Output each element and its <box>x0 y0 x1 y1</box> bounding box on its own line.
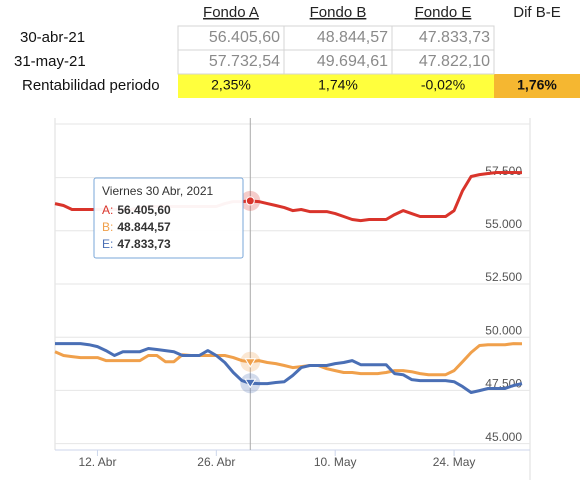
tooltip-item: B: 48.844,57 <box>102 220 171 234</box>
cell-value: 2,35% <box>211 77 251 93</box>
tooltip-label: A: <box>102 203 113 217</box>
x-tick-label: 10. May <box>314 455 357 469</box>
cell-value: 1,76% <box>517 77 557 93</box>
tooltip-item: E: 47.833,73 <box>102 237 171 251</box>
tooltip-box <box>93 177 244 259</box>
row-label: Rentabilidad periodo <box>22 77 160 94</box>
cell-value: 49.694,61 <box>317 53 388 70</box>
hover-marker <box>245 196 255 206</box>
row-label: 31-may-21 <box>14 53 86 70</box>
tooltip-value: 56.405,60 <box>117 203 171 217</box>
x-tick-label: 24. May <box>433 455 476 469</box>
y-tick-label: 52.500 <box>485 270 522 284</box>
tooltip-value: 47.833,73 <box>117 237 171 251</box>
tooltip-value: 48.844,57 <box>117 220 171 234</box>
x-tick-label: 12. Abr <box>78 455 116 469</box>
y-tick-label: 45.000 <box>485 430 522 444</box>
y-tick-label: 50.000 <box>485 323 522 337</box>
x-tick-label: 26. Abr <box>197 455 235 469</box>
series-line <box>55 342 523 394</box>
tooltip-item: A: 56.405,60 <box>102 203 171 217</box>
tooltip-label: B: <box>102 220 113 234</box>
highlight-row <box>178 74 494 98</box>
y-tick-label: 57.500 <box>485 164 522 178</box>
cell-value: 57.732,54 <box>209 53 280 70</box>
cell-border <box>391 49 495 75</box>
cell-value: 48.844,57 <box>317 29 388 46</box>
row-label: 30-abr-21 <box>20 29 85 46</box>
column-header: Fondo E <box>415 4 472 21</box>
series-line <box>54 342 523 377</box>
tooltip-title: Viernes 30 Abr, 2021 <box>102 184 214 198</box>
y-tick-label: 55.000 <box>485 217 522 231</box>
cell-value: 47.822,10 <box>419 53 490 70</box>
cell-value: 47.833,73 <box>419 29 490 46</box>
highlight-cell <box>494 74 580 98</box>
tooltip-label: E: <box>102 237 113 251</box>
hover-marker <box>244 358 257 368</box>
cell-value: 1,74% <box>318 77 358 93</box>
column-header: Dif B-E <box>513 4 561 21</box>
hover-marker <box>244 378 257 389</box>
cell-value: -0,02% <box>421 77 465 93</box>
column-header: Fondo A <box>203 4 259 21</box>
cell-value: 56.405,60 <box>209 29 280 46</box>
column-header: Fondo B <box>310 4 367 21</box>
tooltip: Viernes 30 Abr, 2021 A: 56.405,60 B: 48.844,… <box>93 177 244 259</box>
